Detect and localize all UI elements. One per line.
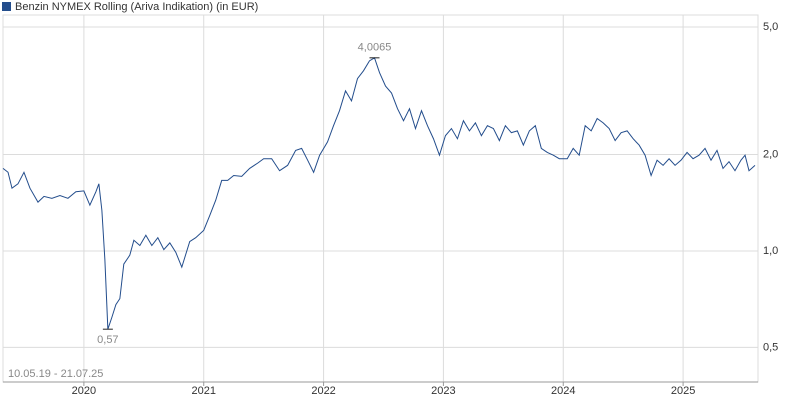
annotation-label: 4,0065 [358, 42, 392, 54]
x-tick-label: 2021 [191, 385, 215, 397]
y-tick-label: 0,5 [763, 341, 778, 353]
price-line [2, 57, 756, 330]
y-tick-label: 1,0 [763, 245, 778, 257]
x-tick-label: 2020 [72, 385, 96, 397]
x-tick-label: 2025 [671, 385, 695, 397]
y-tick-label: 5,0 [763, 21, 778, 33]
annotation-label: 0,57 [97, 334, 118, 346]
plot-frame [2, 14, 759, 383]
x-tick-label: 2022 [311, 385, 335, 397]
x-tick-label: 2024 [551, 385, 575, 397]
x-tick-label: 2023 [431, 385, 455, 397]
legend-swatch [2, 2, 11, 11]
y-tick-label: 2,0 [763, 148, 778, 160]
legend-label: Benzin NYMEX Rolling (Ariva Indikation) … [15, 1, 258, 13]
date-range: 10.05.19 - 21.07.25 [8, 368, 103, 380]
